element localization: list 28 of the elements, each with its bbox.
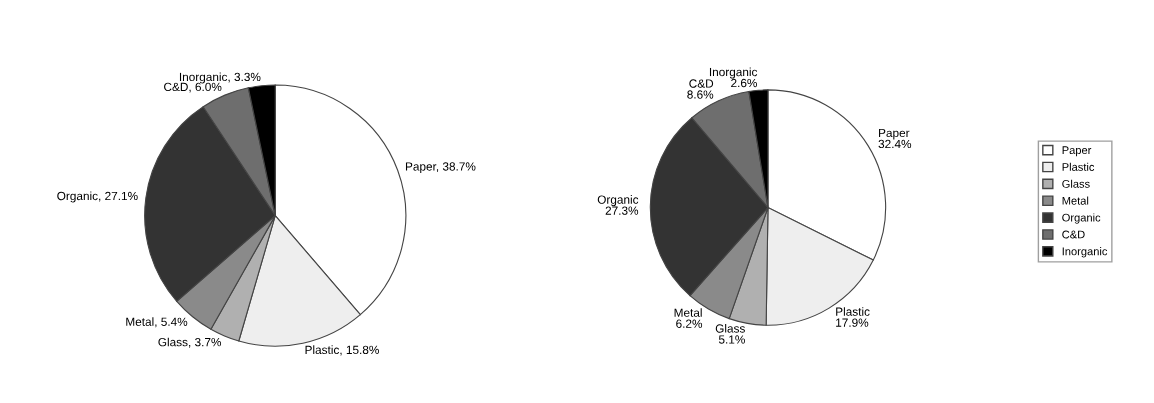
data-label: C&D, 6.0% — [164, 82, 222, 93]
slice-label: C&D — [689, 79, 714, 88]
data-label: 2.6% — [731, 78, 758, 88]
data-label: Organic, 27.1% — [57, 191, 138, 203]
data-label: 8.6% — [687, 90, 714, 99]
data-label: 5.1% — [718, 335, 745, 344]
data-label: 32.4% — [878, 139, 912, 149]
legend-label: Glass — [1062, 179, 1090, 188]
data-label: Paper, 38.7% — [405, 162, 476, 173]
data-label: Plastic, 15.8% — [305, 345, 379, 356]
data-label: Metal, 5.4% — [126, 317, 188, 328]
legend-label: Organic — [1062, 213, 1101, 224]
legend-label: Inorganic — [1062, 247, 1108, 258]
slice-label: Glass — [715, 323, 745, 333]
legend-label: C&D — [1062, 230, 1085, 239]
data-label: 27.3% — [605, 206, 639, 215]
legend-label: Paper — [1062, 146, 1092, 157]
legend-label: Plastic — [1062, 162, 1095, 171]
slice-label: Inorganic — [709, 67, 758, 79]
data-label: 6.2% — [676, 319, 703, 328]
data-label: Inorganic, 3.3% — [179, 72, 261, 84]
slice-label: Organic — [597, 195, 639, 207]
data-label: Glass, 3.7% — [158, 337, 222, 348]
legend-label: Metal — [1062, 196, 1089, 205]
slice-label: Metal — [674, 308, 702, 317]
data-label: 17.9% — [836, 318, 869, 327]
slice-label: Plastic — [836, 307, 870, 316]
slice-label: Paper — [879, 128, 910, 140]
